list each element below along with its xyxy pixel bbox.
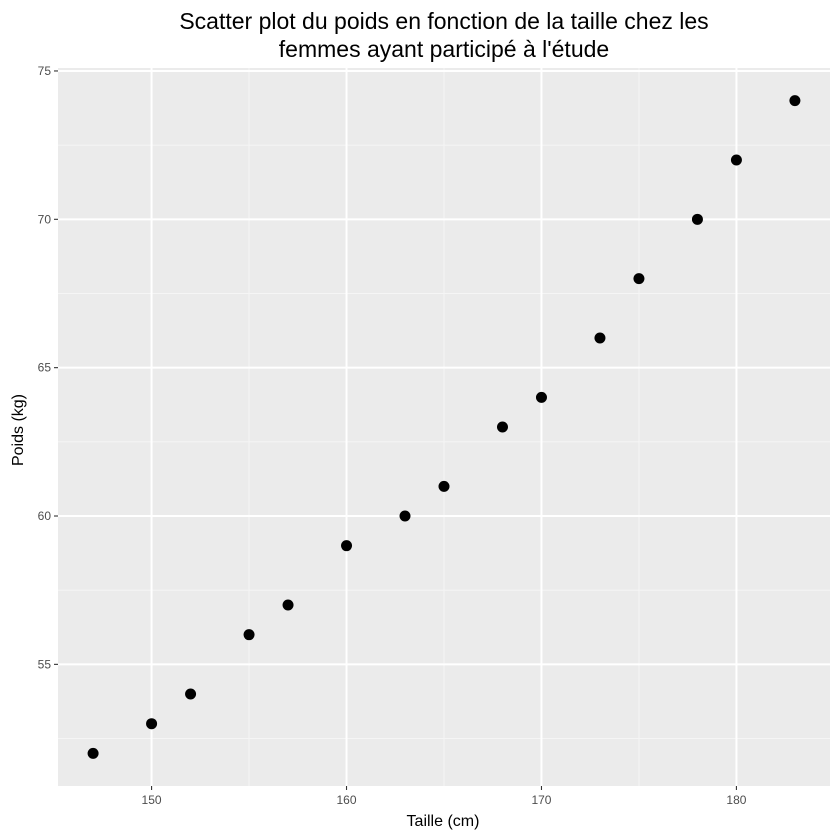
data-point <box>730 154 742 166</box>
data-point <box>633 273 645 285</box>
x-tick-label: 160 <box>337 793 357 807</box>
y-tick-label: 75 <box>38 64 52 78</box>
data-point <box>146 718 158 730</box>
x-tick-label: 180 <box>726 793 746 807</box>
y-tick-label: 55 <box>38 657 52 671</box>
data-point <box>594 332 606 344</box>
data-point <box>535 391 547 403</box>
x-tick-label: 170 <box>531 793 551 807</box>
data-point <box>243 629 255 641</box>
data-point <box>87 747 99 759</box>
x-tick-label: 150 <box>142 793 162 807</box>
data-points <box>87 95 801 759</box>
data-point <box>185 688 197 700</box>
chart-title-line-2: femmes ayant participé à l'étude <box>279 36 609 62</box>
y-axis-ticks: 55 60 65 70 75 <box>38 64 58 671</box>
x-axis-title: Taille (cm) <box>407 813 480 830</box>
data-point <box>399 510 411 522</box>
grid-minor <box>58 68 830 786</box>
y-tick-label: 60 <box>38 509 52 523</box>
data-point <box>438 480 450 492</box>
x-axis-ticks: 150 160 170 180 <box>142 786 747 807</box>
y-axis-title: Poids (kg) <box>10 394 27 466</box>
chart-title-line-1: Scatter plot du poids en fonction de la … <box>179 8 708 34</box>
data-point <box>789 95 801 107</box>
data-point <box>691 213 703 225</box>
y-tick-label: 70 <box>38 212 52 226</box>
y-tick-label: 65 <box>38 361 52 375</box>
data-point <box>496 421 508 433</box>
data-point <box>341 540 353 552</box>
data-point <box>282 599 294 611</box>
